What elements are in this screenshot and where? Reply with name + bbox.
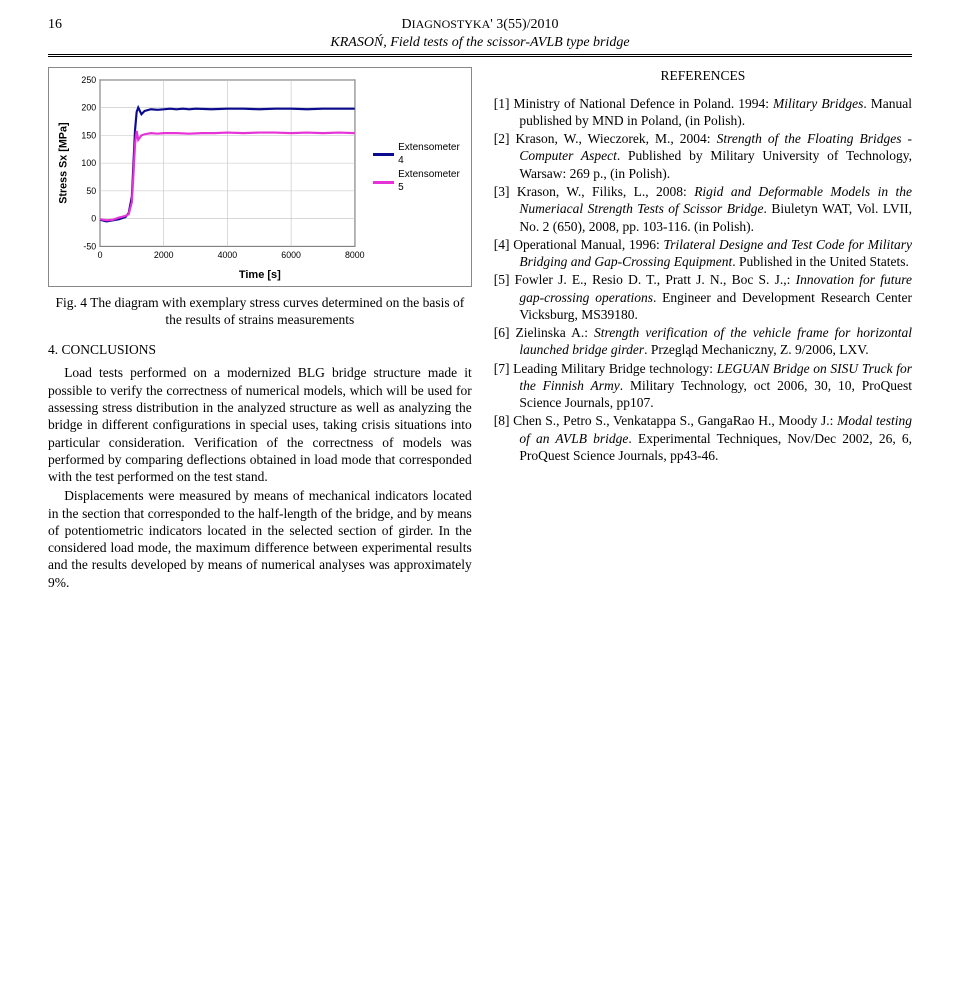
ref-text: [6] Zielinska A.: xyxy=(494,325,594,340)
svg-text:50: 50 xyxy=(86,186,96,196)
svg-text:8000: 8000 xyxy=(345,251,365,261)
stress-time-chart: 02000400060008000-50050100150200250Stres… xyxy=(53,72,365,266)
svg-text:200: 200 xyxy=(81,103,96,113)
ref-text: [1] Ministry of National Defence in Pola… xyxy=(494,96,773,111)
svg-text:0: 0 xyxy=(91,214,96,224)
page-number: 16 xyxy=(48,16,62,34)
header-part-b: IAGNOSTYKA xyxy=(412,17,491,31)
ref-text: [3] Krason, W., Filiks, L., 2008: xyxy=(494,184,694,199)
reference-item: [6] Zielinska A.: Strength verification … xyxy=(494,324,912,359)
svg-text:100: 100 xyxy=(81,158,96,168)
left-column: 02000400060008000-50050100150200250Stres… xyxy=(48,67,472,593)
svg-text:150: 150 xyxy=(81,131,96,141)
header-article-title: KRASOŃ, Field tests of the scissor-AVLB … xyxy=(330,35,629,50)
svg-text:2000: 2000 xyxy=(154,251,174,261)
reference-item: [4] Operational Manual, 1996: Trilateral… xyxy=(494,236,912,271)
ref-text: . Przegląd Mechaniczny, Z. 9/2006, LXV. xyxy=(644,342,869,357)
references-title: REFERENCES xyxy=(494,67,912,84)
reference-item: [2] Krason, W., Wieczorek, M., 2004: Str… xyxy=(494,130,912,182)
ref-text: [2] Krason, W., Wieczorek, M., 2004: xyxy=(494,131,717,146)
conclusions-para-1: Load tests performed on a modernized BLG… xyxy=(48,364,472,485)
reference-item: [3] Krason, W., Filiks, L., 2008: Rigid … xyxy=(494,183,912,235)
svg-text:-50: -50 xyxy=(83,242,96,252)
chart-inner: 02000400060008000-50050100150200250Stres… xyxy=(53,72,467,266)
chart-container: 02000400060008000-50050100150200250Stres… xyxy=(48,67,472,287)
ref-text: . Published in the United Statets. xyxy=(732,254,909,269)
svg-text:Stress Sx [MPa]: Stress Sx [MPa] xyxy=(58,123,70,204)
figure-caption: Fig. 4 The diagram with exemplary stress… xyxy=(48,295,472,329)
ref-text: [4] Operational Manual, 1996: xyxy=(494,237,664,252)
reference-item: [7] Leading Military Bridge technology: … xyxy=(494,360,912,412)
svg-text:0: 0 xyxy=(98,251,103,261)
ref-text: [8] Chen S., Petro S., Venkatappa S., Ga… xyxy=(494,413,837,428)
ref-title-italic: Military Bridges xyxy=(773,96,863,111)
section-title-conclusions: 4. CONCLUSIONS xyxy=(48,341,472,358)
svg-text:250: 250 xyxy=(81,75,96,85)
header-part-a: D xyxy=(401,17,411,32)
conclusions-para-2: Displacements were measured by means of … xyxy=(48,487,472,591)
header-part-c: ' 3(55)/2010 xyxy=(490,17,558,32)
reference-item: [8] Chen S., Petro S., Venkatappa S., Ga… xyxy=(494,412,912,464)
legend-swatch xyxy=(373,153,395,156)
svg-text:6000: 6000 xyxy=(281,251,301,261)
chart-legend: Extensometer 4Extensometer 5 xyxy=(373,142,467,197)
references-list: [1] Ministry of National Defence in Pola… xyxy=(494,95,912,465)
legend-swatch xyxy=(373,181,395,184)
reference-item: [5] Fowler J. E., Resio D. T., Pratt J. … xyxy=(494,271,912,323)
two-column-layout: 02000400060008000-50050100150200250Stres… xyxy=(48,67,912,593)
header-journal: DIAGNOSTYKA' 3(55)/2010 xyxy=(401,17,558,32)
right-column: REFERENCES [1] Ministry of National Defe… xyxy=(494,67,912,593)
legend-label: Extensometer 5 xyxy=(398,169,467,195)
svg-text:4000: 4000 xyxy=(218,251,238,261)
legend-label: Extensometer 4 xyxy=(398,142,467,168)
page-header: 16 DIAGNOSTYKA' 3(55)/2010 KRASOŃ, Field… xyxy=(48,16,912,57)
legend-row: Extensometer 5 xyxy=(373,169,467,195)
ref-text: [5] Fowler J. E., Resio D. T., Pratt J. … xyxy=(494,272,796,287)
reference-item: [1] Ministry of National Defence in Pola… xyxy=(494,95,912,130)
chart-xlabel: Time [s] xyxy=(53,268,467,282)
ref-text: [7] Leading Military Bridge technology: xyxy=(494,361,717,376)
legend-row: Extensometer 4 xyxy=(373,142,467,168)
